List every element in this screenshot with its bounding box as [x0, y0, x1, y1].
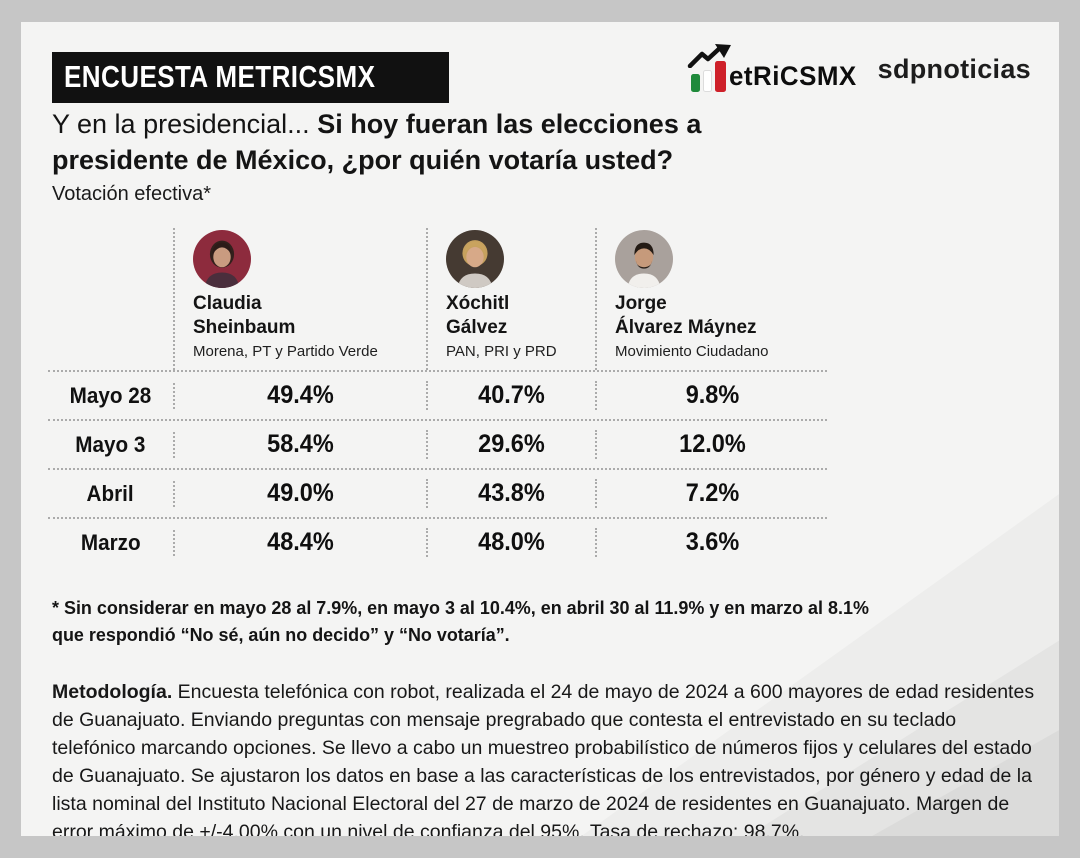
- subtitle-votacion-efectiva: Votación efectiva*: [52, 183, 211, 205]
- poll-value-maynez: 7.2%: [685, 479, 739, 507]
- metricsmx-logo: etRiCSMX: [687, 44, 862, 92]
- table-row-mayo-3: Mayo 3 58.4% 29.6% 12.0%: [48, 419, 827, 468]
- row-label: Mayo 3: [48, 431, 175, 458]
- poll-card: ENCUESTA METRICSMX etRiCSMX sdpnoticias: [21, 22, 1059, 836]
- brand-logos: etRiCSMX sdpnoticias: [687, 44, 1031, 92]
- mexican-flag-bars-icon: [690, 61, 726, 92]
- methodology-label: Metodología.: [52, 681, 173, 703]
- poll-value-sheinbaum: 58.4%: [175, 430, 428, 459]
- row-label: Mayo 28: [48, 382, 175, 409]
- poll-value-maynez: 9.8%: [685, 381, 739, 409]
- question-title-main: Si hoy fueran las elecciones a president…: [52, 109, 702, 175]
- row-label: Abril: [48, 480, 175, 507]
- candidate-name: Claudia Sheinbaum: [193, 293, 296, 338]
- poll-results-table: Claudia Sheinbaum Morena, PT y Partido V…: [48, 228, 827, 566]
- question-title-prefix: Y en la presidencial...: [52, 109, 310, 139]
- xochitl-galvez-photo: [446, 230, 504, 288]
- candidate-name: Xóchitl Gálvez: [446, 293, 510, 338]
- poll-value-sheinbaum: 49.4%: [175, 381, 428, 410]
- candidate-party: PAN, PRI y PRD: [446, 343, 557, 360]
- empty-header-cell: [48, 228, 175, 370]
- table-header-row: Claudia Sheinbaum Morena, PT y Partido V…: [48, 228, 827, 370]
- poll-value-maynez: 3.6%: [685, 528, 739, 556]
- table-row-mayo-28: Mayo 28 49.4% 40.7% 9.8%: [48, 370, 827, 419]
- candidate-name: Jorge Álvarez Máynez: [615, 293, 757, 338]
- poll-value-galvez: 48.0%: [428, 528, 597, 557]
- poll-value-sheinbaum: 48.4%: [175, 528, 428, 557]
- candidate-header-xochitl-galvez: Xóchitl Gálvez PAN, PRI y PRD: [428, 228, 597, 370]
- candidate-header-jorge-alvarez-maynez: Jorge Álvarez Máynez Movimiento Ciudadan…: [597, 228, 827, 370]
- candidate-party: Morena, PT y Partido Verde: [193, 343, 378, 360]
- candidate-party: Movimiento Ciudadano: [615, 343, 769, 360]
- row-label: Marzo: [48, 529, 175, 556]
- methodology-paragraph: Metodología. Encuesta telefónica con rob…: [52, 678, 1044, 836]
- claudia-sheinbaum-photo: [193, 230, 251, 288]
- encuesta-badge: ENCUESTA METRICSMX: [52, 52, 449, 103]
- poll-value-galvez: 29.6%: [428, 430, 597, 459]
- poll-value-galvez: 40.7%: [428, 381, 597, 410]
- metricsmx-wordmark: etRiCSMX: [728, 61, 857, 91]
- title-block: Y en la presidencial... Si hoy fueran la…: [52, 106, 797, 206]
- footnote: * Sin considerar en mayo 28 al 7.9%, en …: [52, 594, 869, 648]
- table-row-abril: Abril 49.0% 43.8% 7.2%: [48, 468, 827, 517]
- footnote-line-2: que respondió “No sé, aún no decido” y “…: [52, 624, 510, 645]
- table-row-marzo: Marzo 48.4% 48.0% 3.6%: [48, 517, 827, 566]
- poll-value-galvez: 43.8%: [428, 479, 597, 508]
- poll-value-sheinbaum: 49.0%: [175, 479, 428, 508]
- growth-arrow-icon: [687, 44, 731, 68]
- question-title: Y en la presidencial... Si hoy fueran la…: [52, 106, 797, 178]
- poll-value-maynez: 12.0%: [678, 430, 746, 458]
- methodology-text: Encuesta telefónica con robot, realizada…: [52, 681, 1035, 836]
- encuesta-badge-label: ENCUESTA METRICSMX: [64, 59, 376, 94]
- candidate-header-claudia-sheinbaum: Claudia Sheinbaum Morena, PT y Partido V…: [175, 228, 428, 370]
- footnote-line-1: * Sin considerar en mayo 28 al 7.9%, en …: [52, 597, 869, 618]
- jorge-alvarez-maynez-photo: [615, 230, 673, 288]
- sdpnoticias-logo: sdpnoticias: [877, 53, 1031, 84]
